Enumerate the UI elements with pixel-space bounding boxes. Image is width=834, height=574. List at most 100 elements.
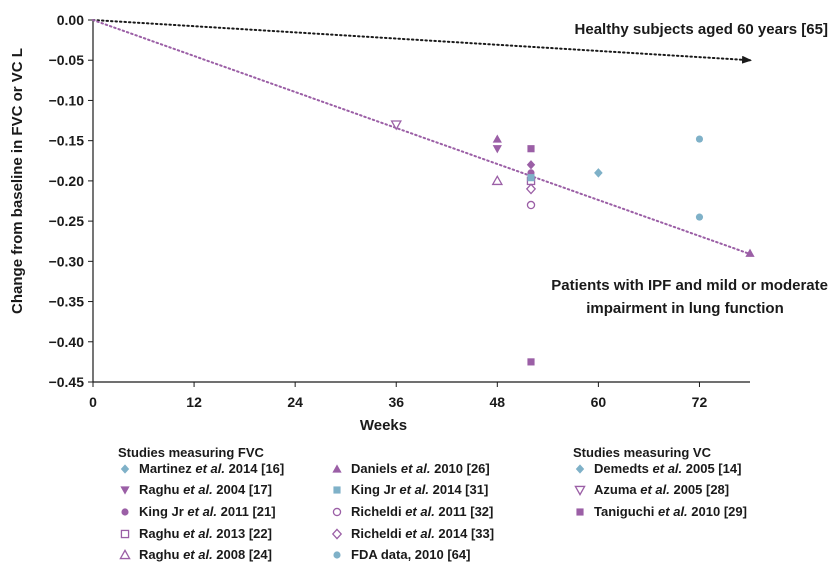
- point-series-1-0: [492, 145, 502, 154]
- legend-label-italic: et al.: [399, 482, 430, 497]
- ipf-trend-line: [92, 19, 749, 255]
- legend-marker: [121, 508, 129, 516]
- legend-label-tail: 2005 [28]: [669, 482, 730, 497]
- legend-item: Raghu et al. 2008 [24]: [118, 546, 272, 564]
- legend-label: Martinez et al. 2014 [16]: [139, 460, 284, 478]
- y-tick-label: 0.00: [57, 12, 84, 28]
- legend-label-tail: 2014 [33]: [434, 526, 495, 541]
- legend-label-tail: 2004 [17]: [212, 482, 272, 497]
- legend-title-fvc: Studies measuring FVC: [118, 445, 264, 460]
- legend-label-tail: 2010 [29]: [687, 504, 747, 519]
- x-tick-label: 72: [692, 394, 708, 410]
- legend-item: Demedts et al. 2005 [14]: [573, 460, 741, 478]
- legend-label-main: Taniguchi: [594, 504, 659, 519]
- legend-marker: [333, 551, 341, 559]
- legend-label: King Jr et al. 2011 [21]: [139, 503, 276, 521]
- annotation-2: impairment in lung function: [586, 300, 784, 317]
- legend-label-main: Raghu: [139, 526, 184, 541]
- legend-marker-icon: [575, 464, 585, 474]
- point-series-5-1: [745, 248, 755, 257]
- legend-label-italic: et al.: [652, 461, 683, 476]
- legend-label-tail: 2013 [22]: [212, 526, 272, 541]
- x-tick-label: 48: [490, 394, 506, 410]
- chart-svg: 0.00 −0.05 −0.10 −0.15 −0.20 −0.25 −0.30 −0.35 −…: [9, 12, 828, 434]
- healthy-trend-line: [92, 19, 752, 64]
- point-series-13-0: [526, 160, 536, 170]
- x-tick-label: 24: [287, 394, 303, 410]
- point-series-6-0: [527, 174, 535, 182]
- legend-marker: [331, 528, 343, 540]
- legend-marker: [119, 549, 131, 560]
- legend-marker-icon: [119, 549, 131, 560]
- legend-item: Raghu et al. 2013 [22]: [118, 525, 272, 543]
- legend-label-main: Martinez: [139, 461, 196, 476]
- legend-item: King Jr et al. 2014 [31]: [330, 481, 488, 499]
- legend-label-main: Richeldi: [351, 526, 406, 541]
- legend-label-main: Demedts: [594, 461, 653, 476]
- x-tick-label: 60: [591, 394, 607, 410]
- legend-item: Martinez et al. 2014 [16]: [118, 460, 284, 478]
- legend-label-main: Azuma: [594, 482, 641, 497]
- legend-marker-icon: [120, 529, 130, 539]
- point-series-8-0: [525, 183, 537, 195]
- annotation-0: Healthy subjects aged 60 years [65]: [575, 21, 828, 38]
- legend-label-main: King Jr: [351, 482, 400, 497]
- legend-item: King Jr et al. 2011 [21]: [118, 503, 276, 521]
- legend-marker-icon: [121, 508, 129, 516]
- y-tick-label: −0.10: [49, 92, 85, 108]
- legend-marker-icon: [333, 551, 341, 559]
- legend-label-tail: 2010 [26]: [430, 461, 490, 476]
- point-series-10-0: [594, 168, 603, 178]
- legend-label: Raghu et al. 2008 [24]: [139, 546, 272, 564]
- legend-label-italic: et al.: [183, 526, 213, 541]
- legend-marker: [575, 464, 585, 474]
- x-axis-label: Weeks: [360, 417, 407, 434]
- legend-marker: [120, 486, 130, 495]
- legend-label: FDA data, 2010 [64]: [351, 546, 470, 564]
- legend-item: Daniels et al. 2010 [26]: [330, 460, 490, 478]
- point-series-12-0: [527, 145, 535, 153]
- y-tick-label: −0.35: [49, 294, 85, 310]
- legend-label: Raghu et al. 2013 [22]: [139, 525, 272, 543]
- point-series-11-0: [390, 120, 402, 131]
- y-tick-label: −0.05: [49, 52, 85, 68]
- legend-label-tail: 2008 [24]: [212, 547, 272, 562]
- legend-label: Richeldi et al. 2014 [33]: [351, 525, 494, 543]
- legend-item: Azuma et al. 2005 [28]: [573, 481, 729, 499]
- point-series-4-0: [491, 174, 504, 186]
- y-tick-label: −0.30: [49, 253, 85, 269]
- legend-label-tail: 2005 [14]: [682, 461, 742, 476]
- y-tick-label: −0.15: [49, 133, 85, 149]
- legend-marker: [574, 485, 586, 496]
- point-series-5-0: [492, 134, 502, 143]
- legend-marker-icon: [120, 486, 130, 495]
- annotation-1: Patients with IPF and mild or moderate: [551, 277, 828, 294]
- legend-marker: [576, 508, 584, 516]
- legend-marker-icon: [120, 464, 130, 474]
- legend-label-italic: et al.: [183, 482, 213, 497]
- legend-marker: [332, 507, 342, 517]
- legend-marker: [332, 464, 342, 473]
- y-tick-label: −0.25: [49, 213, 85, 229]
- point-series-7-0: [526, 200, 536, 210]
- legend-label-italic: et al.: [187, 504, 218, 519]
- legend-label-italic: et al.: [658, 504, 688, 519]
- legend-label-tail: 2011 [21]: [217, 504, 276, 519]
- x-tick-label: 12: [186, 394, 202, 410]
- legend-marker-icon: [331, 528, 343, 540]
- legend-label-main: Raghu: [139, 482, 184, 497]
- legend-label-italic: et al.: [400, 461, 431, 476]
- legend-label-tail: 2014 [31]: [429, 482, 489, 497]
- legend-item: Taniguchi et al. 2010 [29]: [573, 503, 747, 521]
- legend-label: Demedts et al. 2005 [14]: [594, 460, 741, 478]
- legend-marker-icon: [574, 485, 586, 496]
- legend-label: Raghu et al. 2004 [17]: [139, 481, 272, 499]
- legend-label-main: King Jr: [139, 504, 188, 519]
- legend-label: Azuma et al. 2005 [28]: [594, 481, 729, 499]
- legend-label-tail: 2011 [32]: [434, 504, 494, 519]
- legend-label-main: Richeldi: [351, 504, 406, 519]
- legend-marker: [333, 486, 341, 494]
- legend-item: Raghu et al. 2004 [17]: [118, 481, 272, 499]
- x-tick-label: 36: [388, 394, 404, 410]
- y-tick-label: −0.45: [49, 374, 85, 390]
